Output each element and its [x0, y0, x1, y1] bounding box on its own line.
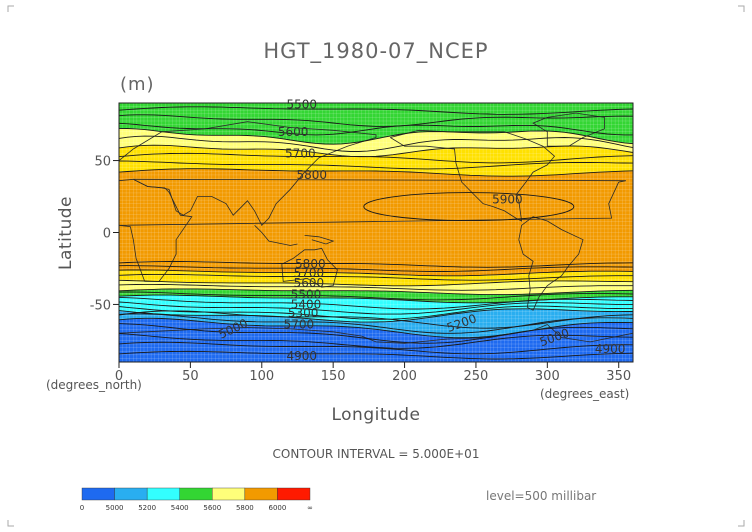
contour-line	[118, 135, 634, 152]
colorbar-swatch	[277, 487, 311, 501]
contour-label: 5800	[296, 168, 327, 182]
contour-lines	[118, 106, 634, 360]
band-5800-6000	[119, 168, 633, 276]
contour-line	[118, 283, 633, 291]
colorbar-swatch	[212, 487, 246, 501]
page-corner-marks	[7, 5, 745, 527]
x-axis-ticks: 0 50 100 150 200 250 300 350	[115, 362, 631, 384]
y-tick-label: 50	[94, 155, 111, 170]
continent-outline	[532, 112, 605, 147]
colorbar-swatch	[81, 487, 115, 501]
y-tick-label: 0	[103, 227, 111, 242]
contour-line	[118, 313, 634, 334]
contour-line	[118, 261, 634, 268]
x-tick-label: 0	[115, 369, 123, 384]
chart-title: HGT_1980-07_NCEP	[263, 39, 488, 64]
contour-line	[118, 296, 634, 310]
x-units-label: (degrees_east)	[540, 387, 629, 401]
contour-label: 5700	[284, 318, 315, 332]
colorbar-swatch	[114, 487, 148, 501]
x-axis-label: Longitude	[331, 405, 420, 425]
contour-line	[118, 168, 634, 177]
contour-label: 5800	[295, 257, 326, 271]
contour-label: 4900	[595, 342, 626, 356]
y-axis-label: Latitude	[56, 196, 76, 270]
contour-line	[118, 106, 634, 115]
contour-label: 5700	[285, 146, 316, 160]
contour-line	[118, 269, 634, 277]
y-axis-ticks: 50 0 -50	[90, 155, 119, 313]
level-text: level=500 millibar	[486, 489, 596, 503]
contour-line	[118, 333, 634, 349]
colorbar-swatch	[146, 487, 180, 501]
contour-label: 5700	[294, 266, 325, 280]
x-tick-label: 200	[392, 369, 417, 384]
colorbar-label: 5400	[171, 504, 189, 512]
contour-line	[118, 323, 634, 344]
contour-label: 5400	[291, 297, 322, 311]
contour-label: 4900	[286, 349, 317, 363]
contour-line-5900	[363, 192, 575, 222]
contour-label: 5900	[492, 192, 523, 206]
contour-line	[118, 350, 634, 360]
units-label: (m)	[120, 74, 155, 95]
colorbar-label: ∞	[307, 504, 313, 512]
colorbar-label: 0	[80, 504, 84, 512]
contour-line	[118, 288, 634, 296]
colorbar-label: 5000	[106, 504, 124, 512]
contour-line	[118, 310, 634, 329]
contour-line	[118, 308, 633, 323]
colorbar-label: 5800	[236, 504, 254, 512]
contour-line	[118, 265, 634, 272]
contour-line	[118, 291, 634, 301]
x-tick-label: 350	[606, 369, 631, 384]
contour-line	[118, 144, 634, 158]
x-tick-label: 300	[535, 369, 560, 384]
contour-line	[118, 152, 634, 164]
contour-line	[118, 317, 634, 339]
x-tick-label: 150	[321, 369, 346, 384]
colorbar-label: 6000	[269, 504, 287, 512]
colorbar-swatch	[244, 487, 278, 501]
contour-label: 5600	[294, 276, 325, 290]
continent-outline	[390, 129, 556, 222]
x-tick-label: 100	[249, 369, 274, 384]
y-units-label: (degrees_north)	[46, 378, 142, 392]
colorbar: 0 5000 5200 5400 5600 5800 6000 ∞	[80, 487, 313, 512]
continent-outline	[281, 247, 338, 288]
contour-label: 5500	[286, 97, 317, 111]
colorbar-label: 5600	[203, 504, 221, 512]
x-tick-label: 50	[182, 369, 199, 384]
contour-line	[118, 122, 633, 136]
contour-line	[118, 128, 634, 145]
x-tick-label: 250	[464, 369, 489, 384]
contour-label: 5300	[288, 306, 319, 320]
contour-line	[118, 273, 633, 281]
contour-label: 5600	[278, 125, 309, 139]
contour-line	[118, 341, 634, 355]
contour-line	[118, 160, 634, 170]
y-tick-label: -50	[90, 298, 111, 313]
continent-outline	[254, 225, 298, 246]
continent-outline	[304, 235, 335, 245]
contour-line	[118, 114, 634, 127]
contour-label: 5500	[291, 287, 322, 301]
contour-line	[118, 279, 634, 287]
colorbar-label: 5200	[138, 504, 156, 512]
contour-line	[118, 301, 633, 315]
continent-outline	[118, 324, 634, 344]
continent-outline	[118, 121, 377, 226]
colorbar-swatch	[179, 487, 213, 501]
contour-interval-text: CONTOUR INTERVAL = 5.000E+01	[273, 447, 480, 461]
